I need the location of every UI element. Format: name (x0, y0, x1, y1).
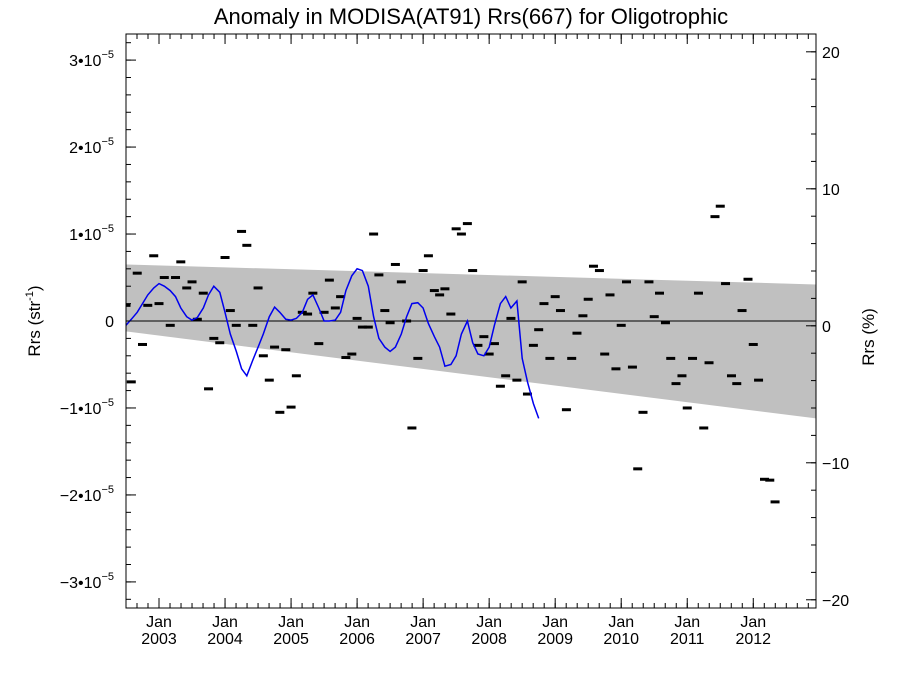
left-tick-mantissa: −3•10 (60, 575, 102, 592)
right-tick-label: 10 (822, 182, 840, 199)
left-tick-exponent: −5 (101, 136, 114, 148)
uncertainty-band-layer (126, 264, 816, 419)
right-tick-label: 20 (822, 45, 840, 62)
x-axis-ticks: Jan2003Jan2004Jan2005Jan2006Jan2007Jan20… (125, 34, 809, 648)
left-tick-label: 2•10−5 (69, 136, 114, 157)
left-tick-exponent: −5 (101, 49, 114, 61)
x-tick-month: Jan (740, 614, 766, 631)
left-axis-ticks: 3•10−52•10−51•10−50−1•10−5−2•10−5−3•10−5 (60, 42, 136, 600)
x-tick-year: 2009 (537, 631, 573, 648)
x-tick-month: Jan (212, 614, 238, 631)
left-tick-exponent: −5 (101, 397, 114, 409)
x-tick-year: 2005 (273, 631, 309, 648)
y-axis-label-left-text: Rrs (str (25, 301, 44, 357)
left-tick-exponent: −5 (101, 484, 114, 496)
x-tick-month: Jan (542, 614, 568, 631)
monthly-anomaly-markers (126, 204, 780, 504)
x-tick-year: 2006 (339, 631, 375, 648)
x-tick-year: 2003 (141, 631, 177, 648)
left-tick-mantissa: 3•10 (69, 53, 101, 70)
left-tick-label: −1•10−5 (60, 397, 114, 418)
y-axis-label-left-close: ) (25, 285, 44, 291)
right-tick-label: −10 (822, 456, 849, 473)
x-tick-year: 2008 (471, 631, 507, 648)
x-tick-month: Jan (674, 614, 700, 631)
x-tick-year: 2004 (207, 631, 243, 648)
left-tick-label: 1•10−5 (69, 223, 114, 244)
x-tick-year: 2011 (670, 631, 705, 648)
x-tick-month: Jan (344, 614, 370, 631)
uncertainty-band (126, 264, 816, 419)
left-tick-mantissa: 1•10 (69, 227, 101, 244)
x-tick-year: 2010 (603, 631, 639, 648)
left-tick-exponent: −5 (101, 571, 114, 583)
y-axis-label-right: Rrs (%) (859, 308, 878, 366)
left-tick-label: −2•10−5 (60, 484, 114, 505)
running-mean-line (125, 267, 540, 419)
x-tick-month: Jan (608, 614, 634, 631)
y-axis-label-left: Rrs (str-1) (24, 285, 44, 356)
right-axis-ticks: 20 10 0 −10 −20 (806, 45, 849, 610)
x-tick-year: 2007 (405, 631, 441, 648)
x-tick-month: Jan (278, 614, 304, 631)
left-tick-label: 3•10−5 (69, 49, 114, 70)
right-tick-label: 0 (822, 319, 831, 336)
x-tick-month: Jan (476, 614, 502, 631)
left-tick-mantissa: 0 (105, 314, 114, 331)
x-tick-month: Jan (146, 614, 172, 631)
left-tick-mantissa: −2•10 (60, 488, 102, 505)
x-tick-month: Jan (410, 614, 436, 631)
running-mean-line-layer (125, 267, 540, 419)
chart-title: Anomaly in MODISA(AT91) Rrs(667) for Oli… (214, 4, 728, 29)
left-tick-exponent: −5 (101, 223, 114, 235)
x-tick-year: 2012 (735, 631, 771, 648)
left-tick-label: −3•10−5 (60, 571, 114, 592)
left-tick-mantissa: 2•10 (69, 140, 101, 157)
right-tick-label: −20 (822, 593, 849, 610)
left-tick-mantissa: −1•10 (60, 401, 102, 418)
y-axis-label-left-sup: -1 (24, 291, 36, 301)
left-tick-label: 0 (105, 314, 114, 331)
